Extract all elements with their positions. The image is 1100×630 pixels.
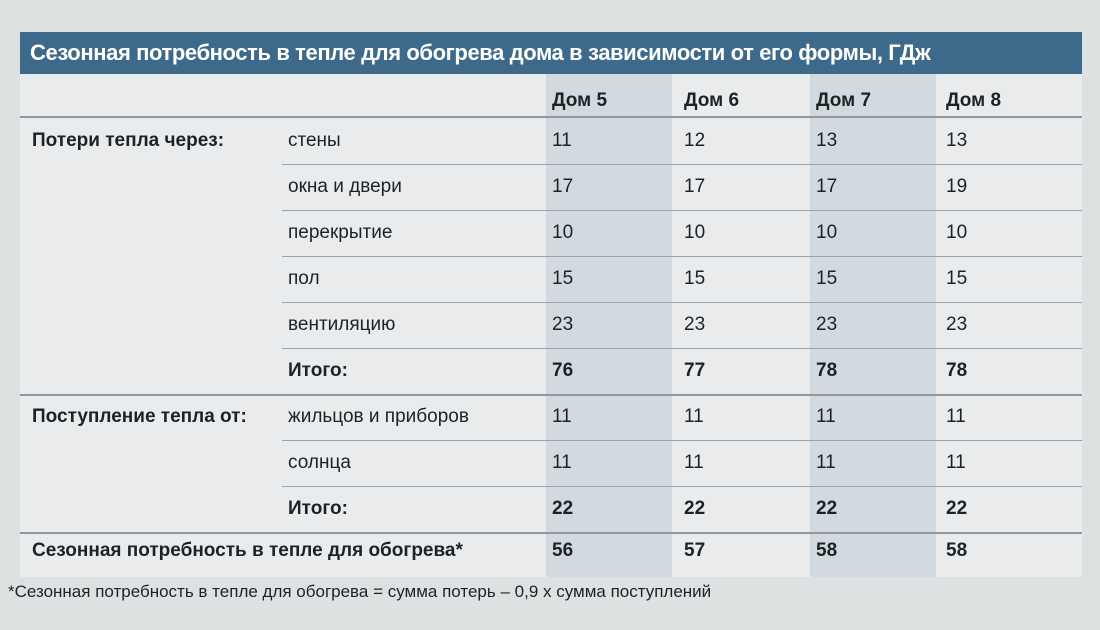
cell-value: 10	[816, 222, 838, 243]
cell-value: 23	[946, 314, 968, 335]
cell-value: 11	[816, 452, 836, 473]
footnote: *Сезонная потребность в тепле для обогре…	[8, 582, 712, 601]
row-label: солнца	[288, 452, 351, 473]
cell-value: 10	[946, 222, 968, 243]
cell-value: 19	[946, 176, 968, 197]
cell-value: 11	[552, 452, 572, 473]
row-label: окна и двери	[288, 176, 402, 197]
group-label: Поступление тепла от:	[32, 406, 247, 427]
cell-value: 11	[684, 406, 704, 427]
table-row: перекрытие 10 10 10 10	[20, 210, 1082, 256]
divider	[282, 256, 1082, 257]
column-header: Дом 5	[552, 90, 608, 111]
table-row: Потери тепла через: стены 11 12 13 13	[20, 118, 1082, 164]
cell-value: 11	[946, 406, 966, 427]
total-value: 22	[684, 498, 706, 519]
total-label: Итого:	[288, 360, 348, 381]
cell-value: 23	[552, 314, 574, 335]
column-header: Дом 6	[684, 90, 740, 111]
table-row: Поступление тепла от: жильцов и приборов…	[20, 394, 1082, 440]
cell-value: 13	[946, 130, 968, 151]
divider	[282, 164, 1082, 165]
divider	[282, 348, 1082, 349]
cell-value: 12	[684, 130, 706, 151]
cell-value: 15	[816, 268, 838, 289]
need-label: Сезонная потребность в тепле для обогрев…	[32, 540, 463, 561]
row-label: перекрытие	[288, 222, 393, 243]
header-row: Дом 5 Дом 6 Дом 7 Дом 8	[20, 78, 1082, 124]
row-label: стены	[288, 130, 341, 151]
total-value: 22	[816, 498, 838, 519]
cell-value: 15	[684, 268, 706, 289]
cell-value: 23	[816, 314, 838, 335]
cell-value: 11	[552, 406, 572, 427]
divider	[20, 116, 1082, 118]
total-value: 77	[684, 360, 706, 381]
column-shade-dom7	[810, 74, 936, 577]
divider	[282, 486, 1082, 487]
total-value: 76	[552, 360, 574, 381]
cell-value: 10	[684, 222, 706, 243]
cell-value: 13	[816, 130, 838, 151]
total-value: 22	[946, 498, 968, 519]
row-label: жильцов и приборов	[288, 406, 469, 427]
divider	[282, 302, 1082, 303]
need-row: Сезонная потребность в тепле для обогрев…	[20, 528, 1082, 574]
total-row: Итого: 76 77 78 78	[20, 348, 1082, 394]
need-value: 56	[552, 540, 574, 561]
total-row: Итого: 22 22 22 22	[20, 486, 1082, 532]
divider	[20, 394, 1082, 396]
cell-value: 15	[946, 268, 968, 289]
column-header: Дом 7	[816, 90, 872, 111]
table-row: вентиляцию 23 23 23 23	[20, 302, 1082, 348]
heat-demand-table: Сезонная потребность в тепле для обогрев…	[20, 32, 1082, 577]
need-value: 58	[946, 540, 968, 561]
cell-value: 17	[816, 176, 838, 197]
divider	[20, 532, 1082, 534]
cell-value: 10	[552, 222, 574, 243]
total-value: 78	[946, 360, 968, 381]
cell-value: 11	[684, 452, 704, 473]
cell-value: 23	[684, 314, 706, 335]
row-label: пол	[288, 268, 320, 289]
need-value: 58	[816, 540, 838, 561]
cell-value: 11	[816, 406, 836, 427]
total-label: Итого:	[288, 498, 348, 519]
total-value: 22	[552, 498, 574, 519]
divider	[282, 210, 1082, 211]
cell-value: 11	[946, 452, 966, 473]
need-value: 57	[684, 540, 706, 561]
row-label: вентиляцию	[288, 314, 396, 335]
table-row: пол 15 15 15 15	[20, 256, 1082, 302]
divider	[282, 440, 1082, 441]
table-row: солнца 11 11 11 11	[20, 440, 1082, 486]
total-value: 78	[816, 360, 838, 381]
cell-value: 17	[552, 176, 574, 197]
column-header: Дом 8	[946, 90, 1002, 111]
group-label: Потери тепла через:	[32, 130, 225, 151]
cell-value: 11	[552, 130, 572, 151]
table-title: Сезонная потребность в тепле для обогрев…	[20, 32, 1082, 74]
cell-value: 15	[552, 268, 574, 289]
table-row: окна и двери 17 17 17 19	[20, 164, 1082, 210]
column-shade-dom5	[546, 74, 672, 577]
cell-value: 17	[684, 176, 706, 197]
